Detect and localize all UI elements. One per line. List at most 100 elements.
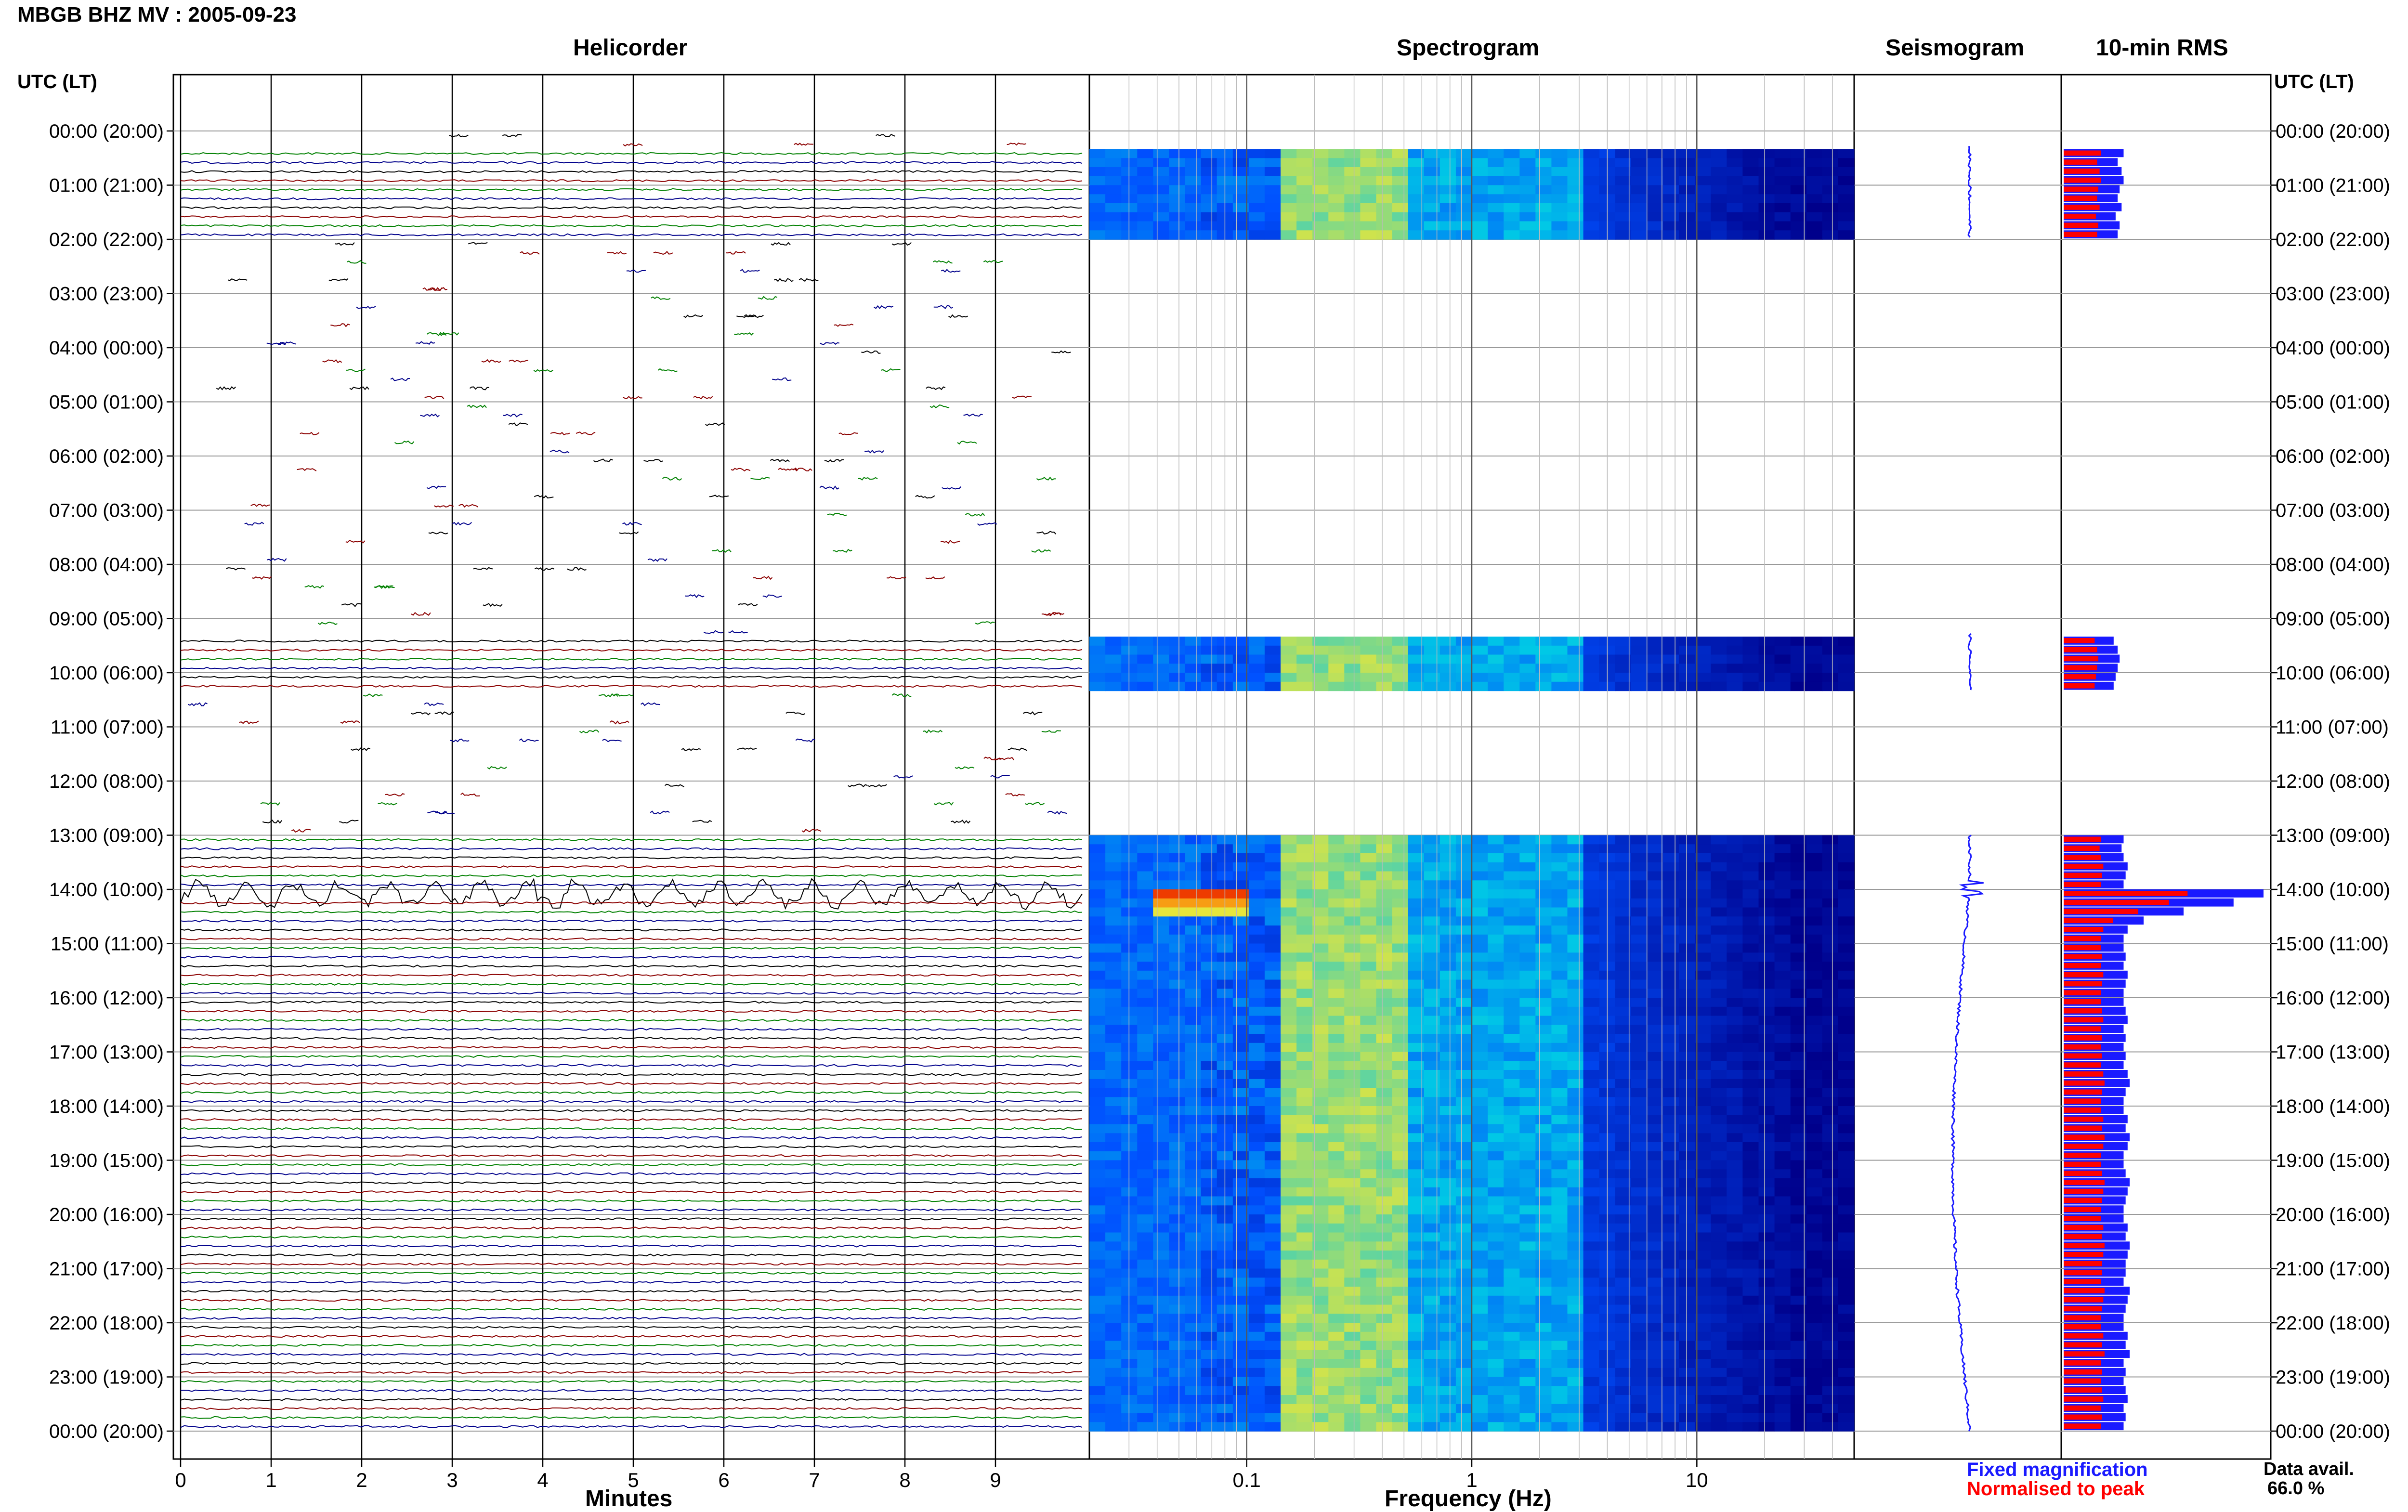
- spectrogram-cell: [1519, 1241, 1536, 1251]
- spectrogram-cell: [1185, 149, 1202, 158]
- spectrogram-cell: [1519, 194, 1536, 204]
- spectrogram-cell: [1758, 654, 1775, 664]
- spectrogram-cell: [1344, 1070, 1361, 1080]
- spectrogram-cell: [1790, 962, 1807, 971]
- spectrogram-cell: [1838, 962, 1855, 971]
- spectrogram-cell: [1615, 1034, 1632, 1043]
- spectrogram-cell: [1488, 637, 1504, 646]
- rms-bar-normalised: [2064, 1026, 2101, 1032]
- rms-bar-normalised: [2064, 222, 2098, 228]
- spectrogram-cell: [1328, 1359, 1345, 1369]
- rms-bar-normalised: [2064, 882, 2101, 887]
- spectrogram-cell: [1185, 979, 1202, 989]
- spectrogram-cell: [1137, 1106, 1153, 1116]
- spectrogram-cell: [1631, 221, 1648, 231]
- spectrogram-cell: [1695, 1341, 1711, 1350]
- spectrogram-cell: [1551, 952, 1568, 962]
- spectrogram-cell: [1424, 1223, 1440, 1233]
- spectrogram-cell: [1105, 1214, 1122, 1224]
- helicorder-fragment: [424, 702, 444, 706]
- spectrogram-cell: [1519, 1368, 1536, 1378]
- helicorder-fragment: [623, 143, 643, 147]
- spectrogram-cell: [1201, 916, 1217, 926]
- spectrogram-cell: [1248, 1196, 1265, 1206]
- spectrogram-cell: [1647, 1277, 1663, 1287]
- spectrogram-cell: [1790, 862, 1807, 872]
- spectrogram-cell: [1790, 167, 1807, 177]
- spectrogram-cell: [1758, 185, 1775, 195]
- spectrogram-cell: [1424, 1115, 1440, 1125]
- spectrogram-cell: [1248, 1287, 1265, 1296]
- spectrogram-cell: [1806, 943, 1823, 953]
- spectrogram-cell: [1089, 889, 1106, 899]
- spectrogram-cell: [1201, 1232, 1217, 1242]
- helicorder-trace: [180, 1235, 1083, 1238]
- spectrogram-cell: [1711, 1061, 1727, 1070]
- spectrogram-cell: [1472, 1304, 1488, 1314]
- helicorder-fragment: [795, 738, 815, 743]
- spectrogram-cell: [1455, 664, 1472, 673]
- helicorder-fragment: [607, 251, 627, 255]
- spectrogram-cell: [1137, 844, 1153, 854]
- spectrogram-cell: [1758, 681, 1775, 691]
- spectrogram-cell: [1248, 1142, 1265, 1152]
- helicorder-fragment: [705, 422, 725, 426]
- spectrogram-cell: [1711, 1413, 1727, 1422]
- spectrogram-cell: [1264, 970, 1281, 980]
- spectrogram-cell: [1615, 925, 1632, 935]
- helicorder-fragment: [363, 693, 383, 697]
- spectrogram-cell: [1663, 1395, 1679, 1405]
- spectrogram-cell: [1185, 1160, 1202, 1170]
- spectrogram-cell: [1408, 664, 1425, 673]
- spectrogram-cell: [1312, 1277, 1329, 1287]
- utc-tick-label-left: 07:00 (03:00): [49, 500, 164, 521]
- spectrogram-cell: [1169, 1124, 1186, 1134]
- spectrogram-cell: [1567, 925, 1584, 935]
- spectrogram-cell: [1790, 1304, 1807, 1314]
- spectrogram-cell: [1137, 925, 1153, 935]
- spectrogram-cell: [1711, 1377, 1727, 1386]
- spectrogram-cell: [1695, 1368, 1711, 1378]
- spectrogram-cell: [1695, 1277, 1711, 1287]
- spectrogram-cell: [1711, 916, 1727, 926]
- spectrogram-cell: [1105, 158, 1122, 168]
- spectrogram-cell: [1535, 1025, 1552, 1034]
- spectrogram-cell: [1105, 1142, 1122, 1152]
- spectrogram-cell: [1153, 1088, 1169, 1097]
- spectrogram-cell: [1663, 1359, 1679, 1369]
- helicorder-fragment: [983, 756, 1003, 760]
- spectrogram-cell: [1631, 230, 1648, 240]
- spectrogram-cell: [1742, 1323, 1759, 1332]
- spectrogram-cell: [1264, 185, 1281, 195]
- spectrogram-cell: [1551, 880, 1568, 890]
- spectrogram-cell: [1472, 1070, 1488, 1080]
- spectrogram-cell: [1440, 1097, 1456, 1107]
- spectrogram-cell: [1519, 645, 1536, 655]
- spectrogram-cell: [1455, 673, 1472, 682]
- spectrogram-cell: [1806, 221, 1823, 231]
- spectrogram-cell: [1137, 230, 1153, 240]
- spectrogram-cell: [1535, 1088, 1552, 1097]
- spectrogram-cell: [1232, 1395, 1249, 1405]
- spectrogram-cell: [1822, 1422, 1839, 1432]
- spectrogram-cell: [1711, 979, 1727, 989]
- spectrogram-cell: [1264, 1160, 1281, 1170]
- spectrogram-cell: [1328, 1323, 1345, 1332]
- spectrogram-cell: [1440, 1368, 1456, 1378]
- spectrogram-cell: [1137, 989, 1153, 998]
- spectrogram-cell: [1312, 835, 1329, 845]
- spectrogram-cell: [1631, 185, 1648, 195]
- spectrogram-cell: [1392, 1034, 1409, 1043]
- spectrogram-cell: [1472, 1368, 1488, 1378]
- spectrogram-cell: [1488, 835, 1504, 845]
- spectrogram-cell: [1089, 1232, 1106, 1242]
- helicorder-fragment: [250, 504, 270, 507]
- spectrogram-cell: [1488, 862, 1504, 872]
- spectrogram-cell: [1455, 1341, 1472, 1350]
- spectrogram-cell: [1504, 1169, 1520, 1179]
- spectrogram-cell: [1488, 212, 1504, 222]
- spectrogram-cell: [1711, 1187, 1727, 1197]
- spectrogram-cell: [1105, 1287, 1122, 1296]
- spectrogram-cell: [1105, 979, 1122, 989]
- spectrogram-cell: [1679, 998, 1695, 1007]
